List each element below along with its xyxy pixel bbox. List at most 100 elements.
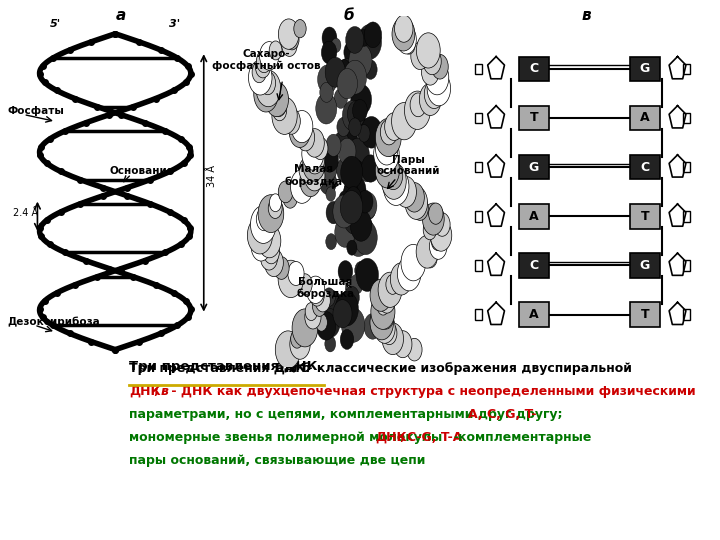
Circle shape bbox=[333, 300, 352, 328]
Text: C: C bbox=[529, 62, 539, 76]
Circle shape bbox=[347, 101, 365, 127]
Circle shape bbox=[258, 195, 284, 233]
Circle shape bbox=[423, 220, 436, 240]
Circle shape bbox=[359, 192, 377, 219]
Polygon shape bbox=[669, 57, 686, 79]
Circle shape bbox=[358, 29, 370, 46]
Text: ;: ; bbox=[400, 431, 409, 444]
Circle shape bbox=[419, 83, 441, 116]
Circle shape bbox=[358, 190, 373, 213]
Circle shape bbox=[256, 50, 271, 73]
Polygon shape bbox=[669, 302, 686, 325]
Circle shape bbox=[431, 220, 451, 251]
Circle shape bbox=[431, 73, 444, 93]
Circle shape bbox=[337, 69, 358, 99]
Circle shape bbox=[248, 60, 272, 95]
Circle shape bbox=[341, 329, 354, 349]
Circle shape bbox=[375, 118, 401, 157]
Circle shape bbox=[362, 200, 375, 219]
Bar bbox=[629, 106, 660, 130]
Circle shape bbox=[405, 186, 428, 219]
Circle shape bbox=[325, 336, 336, 352]
Circle shape bbox=[355, 261, 367, 279]
Circle shape bbox=[269, 198, 282, 219]
Bar bbox=[474, 64, 482, 74]
Circle shape bbox=[356, 258, 379, 292]
Text: мономерные звенья полимерной молекулы: мономерные звенья полимерной молекулы bbox=[129, 431, 446, 444]
Circle shape bbox=[305, 302, 318, 321]
Circle shape bbox=[339, 58, 354, 80]
Circle shape bbox=[354, 220, 377, 255]
Circle shape bbox=[390, 263, 412, 295]
Circle shape bbox=[298, 274, 312, 295]
Circle shape bbox=[305, 305, 321, 329]
Circle shape bbox=[405, 183, 424, 212]
Circle shape bbox=[261, 244, 278, 270]
Bar bbox=[629, 204, 660, 228]
Text: T: T bbox=[641, 308, 649, 321]
Circle shape bbox=[377, 297, 390, 315]
Circle shape bbox=[320, 309, 340, 338]
Circle shape bbox=[382, 323, 403, 355]
Circle shape bbox=[358, 24, 382, 59]
Circle shape bbox=[423, 203, 444, 235]
Bar bbox=[474, 211, 482, 221]
Circle shape bbox=[319, 169, 336, 194]
Circle shape bbox=[305, 129, 324, 157]
Circle shape bbox=[409, 106, 422, 125]
Circle shape bbox=[323, 288, 336, 306]
Circle shape bbox=[397, 25, 416, 54]
Circle shape bbox=[423, 48, 441, 75]
Circle shape bbox=[402, 36, 415, 54]
Circle shape bbox=[338, 59, 350, 77]
Circle shape bbox=[343, 60, 366, 94]
Bar bbox=[683, 64, 690, 74]
Bar bbox=[629, 302, 660, 327]
Bar bbox=[518, 253, 549, 278]
Circle shape bbox=[342, 131, 358, 154]
Circle shape bbox=[411, 42, 429, 70]
Circle shape bbox=[379, 288, 395, 313]
Text: C-G, T-A: C-G, T-A bbox=[407, 431, 467, 444]
Circle shape bbox=[416, 33, 440, 68]
Circle shape bbox=[343, 201, 366, 234]
Circle shape bbox=[298, 323, 312, 343]
Circle shape bbox=[378, 272, 402, 307]
Bar bbox=[629, 253, 660, 278]
Circle shape bbox=[321, 41, 337, 64]
Text: Основания: Основания bbox=[109, 166, 174, 176]
Circle shape bbox=[292, 309, 318, 347]
Circle shape bbox=[382, 322, 397, 345]
Circle shape bbox=[305, 145, 325, 174]
Circle shape bbox=[375, 152, 400, 188]
Circle shape bbox=[395, 15, 413, 42]
Circle shape bbox=[353, 99, 367, 122]
Circle shape bbox=[346, 26, 364, 53]
Circle shape bbox=[350, 274, 363, 294]
Polygon shape bbox=[669, 253, 686, 275]
Circle shape bbox=[316, 93, 337, 124]
Bar bbox=[518, 155, 549, 179]
Circle shape bbox=[401, 245, 426, 281]
Bar bbox=[683, 309, 690, 320]
Bar bbox=[518, 204, 549, 228]
Circle shape bbox=[343, 181, 359, 204]
Text: а и б: а и б bbox=[276, 362, 311, 375]
Circle shape bbox=[274, 256, 289, 279]
Text: ДНК: ДНК bbox=[375, 431, 407, 444]
Circle shape bbox=[371, 294, 395, 329]
Text: а: а bbox=[115, 8, 126, 23]
Circle shape bbox=[304, 160, 325, 191]
Circle shape bbox=[315, 147, 338, 181]
Bar bbox=[474, 113, 482, 123]
Circle shape bbox=[344, 286, 359, 309]
Circle shape bbox=[370, 305, 394, 340]
Circle shape bbox=[348, 118, 361, 137]
Circle shape bbox=[271, 93, 287, 117]
Circle shape bbox=[325, 234, 336, 249]
Circle shape bbox=[315, 314, 328, 331]
Text: A: A bbox=[529, 308, 539, 321]
Text: 34 Å: 34 Å bbox=[207, 165, 217, 187]
Circle shape bbox=[410, 93, 426, 117]
Circle shape bbox=[315, 289, 330, 312]
